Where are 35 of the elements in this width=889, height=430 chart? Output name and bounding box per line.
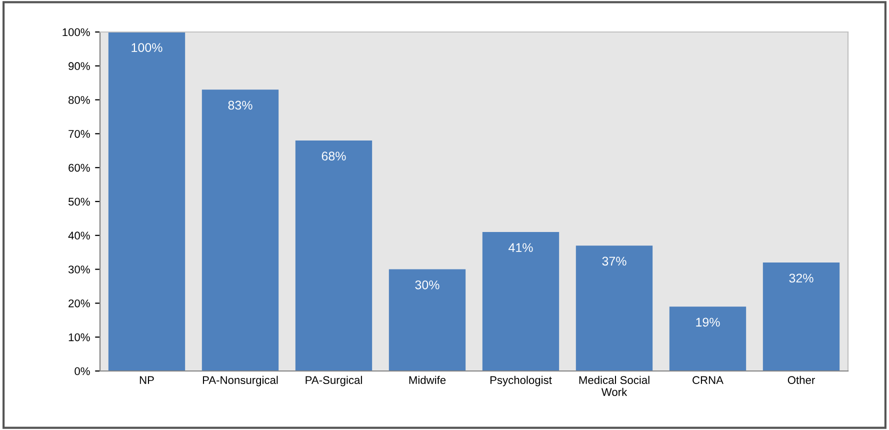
data-label: 100%	[132, 43, 162, 52]
data-label: 83%	[228, 100, 252, 110]
bar	[482, 232, 560, 371]
y-tick-label: 0%	[74, 367, 90, 376]
data-label: 32%	[789, 274, 814, 283]
x-tick-label: NP	[140, 376, 154, 384]
x-tick-label: PA-Nonsurgical	[202, 376, 278, 386]
y-tick-label: 70%	[68, 130, 90, 138]
y-tick-label: 100%	[62, 28, 90, 36]
y-tick-label: 90%	[68, 62, 90, 70]
bar	[388, 269, 466, 371]
x-tick-label: Psychologist	[490, 376, 552, 386]
data-label: 41%	[508, 243, 533, 252]
y-tick-label: 80%	[68, 96, 90, 104]
data-label: 30%	[415, 280, 440, 290]
data-label: 19%	[696, 318, 720, 327]
bar	[202, 90, 279, 371]
y-tick-label: 50%	[68, 198, 90, 206]
x-tick-label: PA-Surgical	[306, 376, 362, 386]
bar	[762, 262, 840, 371]
x-tick-label: Midwife	[409, 376, 446, 384]
x-tick-label: Other	[788, 376, 815, 384]
y-tick-label: 30%	[68, 266, 90, 274]
data-label: 68%	[322, 152, 346, 160]
y-tick-label: 20%	[68, 299, 90, 308]
x-tick-label: CRNA	[692, 376, 724, 384]
y-tick-label: 60%	[68, 164, 90, 172]
bar	[576, 246, 653, 371]
y-tick-label: 40%	[68, 232, 90, 240]
bar	[108, 32, 186, 371]
bar	[669, 306, 746, 371]
bar	[295, 140, 372, 371]
data-label: 37%	[602, 256, 626, 266]
x-tick-label: Medical Social Work	[579, 376, 650, 396]
y-tick-label: 10%	[68, 333, 90, 342]
